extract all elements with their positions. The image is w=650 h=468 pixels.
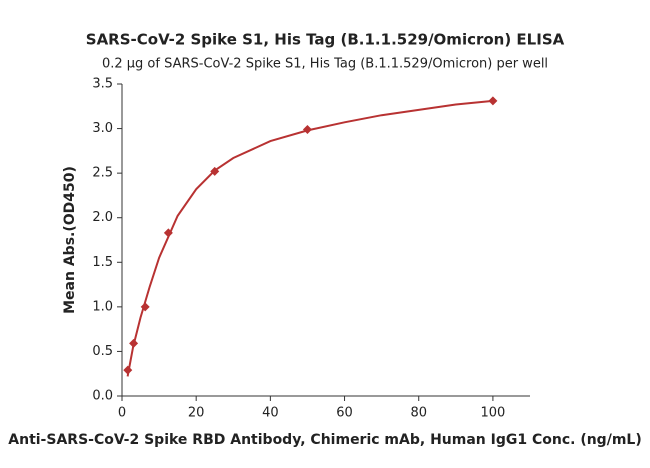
y-tick-label: 0.5 [92,344,113,359]
data-point [488,96,498,106]
y-tick-label: 2.0 [92,210,113,225]
x-tick-label: 0 [118,406,126,421]
chart-subtitle: 0.2 μg of SARS-CoV-2 Spike S1, His Tag (… [102,57,548,72]
x-tick-label: 40 [262,406,279,421]
y-tick-label: 2.5 [92,166,113,181]
data-point [129,338,139,348]
y-tick-label: 3.5 [92,77,113,92]
data-point [302,124,312,134]
y-axis-label: Mean Abs.(OD450) [62,166,78,314]
y-tick-label: 1.0 [92,299,113,314]
x-tick-label: 80 [410,406,427,421]
chart-title: SARS-CoV-2 Spike S1, His Tag (B.1.1.529/… [86,31,565,49]
y-tick-label: 0.0 [92,389,113,404]
x-axis-label: Anti-SARS-CoV-2 Spike RBD Antibody, Chim… [8,432,641,448]
data-point [210,166,220,176]
y-tick-label: 3.0 [92,121,113,136]
x-tick-label: 20 [188,406,205,421]
fit-curve [126,99,493,377]
x-tick-label: 60 [336,406,353,421]
y-tick-label: 1.5 [92,255,113,270]
data-point [163,228,173,238]
x-tick-label: 100 [480,406,505,421]
data-point [140,302,150,312]
data-point [123,365,133,375]
